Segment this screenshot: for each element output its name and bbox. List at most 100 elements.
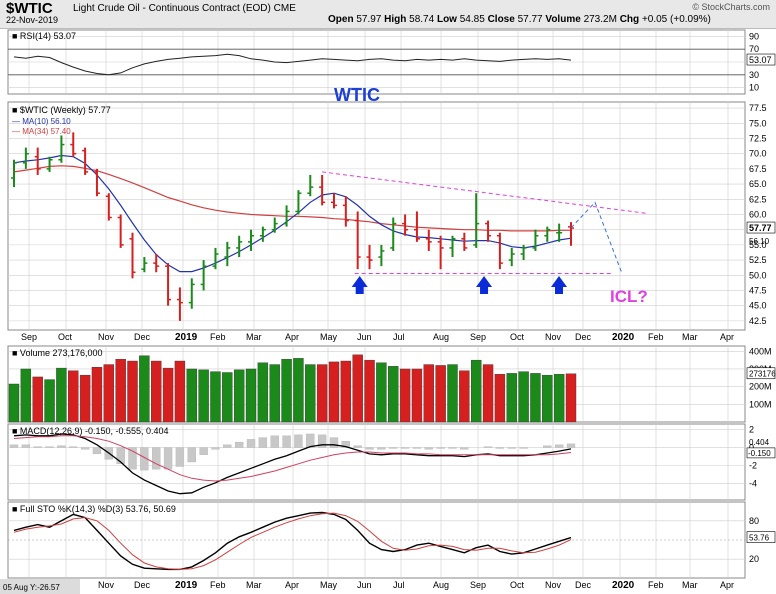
rsi-tick-label: 10 (749, 83, 759, 93)
x-axis-label-bottom: 2020 (612, 580, 635, 591)
volume-legend: ■ Volume 273,176,000 (12, 348, 103, 358)
volume-bar (198, 369, 209, 423)
macd-histogram-bar (554, 444, 564, 448)
volume-tick-label: 100M (749, 399, 772, 409)
price-tick-label: 62.5 (749, 194, 767, 204)
x-axis-label: Oct (510, 332, 525, 342)
macd-histogram-bar (199, 447, 208, 455)
volume-bar (542, 374, 553, 423)
macd-tick-label: 2 (749, 424, 754, 434)
volume-bar (423, 364, 434, 423)
x-axis-label-bottom: Jul (393, 580, 405, 590)
sto-tick-label: 80 (749, 516, 759, 526)
low-arrow-icon (476, 276, 493, 294)
rsi-last-box (746, 53, 776, 66)
volume-bar (470, 359, 482, 423)
rsi-tick-label: 90 (749, 31, 759, 41)
volume-bar (506, 373, 517, 423)
volume-bar (174, 360, 186, 423)
rsi-tick-label: 30 (749, 70, 759, 80)
x-axis-label: Jun (357, 332, 372, 342)
macd-histogram-bar (282, 435, 291, 448)
price-last-box (746, 221, 776, 234)
x-axis-label: Sep (470, 332, 486, 342)
macd-histogram-bar (140, 447, 149, 471)
volume-bar (32, 376, 43, 423)
price-tick-label: 45.0 (749, 301, 767, 311)
x-axis-label: Nov (98, 332, 115, 342)
price-panel (7, 101, 746, 331)
price-tick-label: 60.0 (749, 209, 767, 219)
macd-histogram-bar (69, 446, 78, 448)
volume-bar (376, 362, 387, 423)
macd-histogram-bar (235, 441, 244, 448)
sto-k-line (13, 511, 572, 571)
volume-bar (115, 359, 126, 423)
volume-bar (281, 359, 292, 423)
volume-bar (139, 355, 150, 423)
ma10-legend: — MA(10) 56.10 (12, 117, 71, 126)
macd-tick-label: -4 (749, 479, 757, 489)
volume-bar (20, 368, 32, 423)
x-axis-label: May (320, 332, 338, 342)
cursor-readout-box (0, 579, 80, 594)
macd-histogram-bar (258, 437, 268, 448)
macd-histogram-bar (270, 435, 279, 448)
x-axis-label-bottom: Nov (545, 580, 562, 590)
price-tick-label: 47.5 (749, 285, 767, 295)
volume-bar (388, 366, 399, 423)
x-axis-label-bottom: Apr (285, 580, 299, 590)
macd-histogram-bar (460, 447, 469, 450)
volume-bar (364, 359, 375, 423)
price-tick-label: 52.5 (749, 255, 767, 265)
x-axis-label-bottom: Oct (510, 580, 525, 590)
macd-last-value: -0.150 (748, 449, 771, 458)
sto-d-line (13, 512, 572, 570)
volume-bar (44, 379, 55, 423)
low-arrow-icon (351, 276, 368, 294)
volume-tick-label: 200M (749, 382, 772, 392)
date-label: 22-Nov-2019 (6, 15, 59, 25)
volume-bar (8, 383, 20, 423)
price-legend: ■ $WTIC (Weekly) 57.77 (12, 105, 111, 115)
volume-bar (316, 364, 328, 423)
volume-bar (91, 367, 103, 423)
rsi-tick-label: 70 (749, 44, 759, 54)
macd-histogram-bar (389, 447, 398, 449)
macd-histogram-bar (294, 434, 303, 448)
x-axis-label-bottom: 2019 (175, 580, 198, 591)
wtic-watermark: WTIC (334, 85, 380, 105)
x-axis-label: 2020 (612, 332, 635, 343)
x-axis-label-bottom: Mar (682, 580, 698, 590)
chart-header: $WTIC Light Crude Oil - Continuous Contr… (0, 0, 776, 29)
volume-bar (245, 368, 257, 423)
macd-histogram-bar (116, 447, 125, 464)
macd-histogram-bar (152, 447, 161, 470)
symbol-label: $WTIC (6, 0, 53, 17)
downtrend-line (322, 171, 647, 214)
volume-last-box (746, 367, 776, 380)
volume-bar (269, 364, 280, 423)
macd-histogram-bar (246, 439, 256, 448)
macd-histogram-bar (365, 447, 374, 450)
macd-histogram-bar (543, 445, 552, 448)
ma34-legend: — MA(34) 57.40 (12, 127, 71, 136)
macd-histogram-bar (424, 447, 433, 450)
macd-tick-label: -2 (749, 461, 757, 471)
volume-bar (79, 374, 91, 423)
macd-histogram-bar (92, 447, 102, 455)
macd-histogram-bar (128, 447, 137, 470)
macd-histogram-bar (187, 447, 196, 463)
x-axis-label: Dec (134, 332, 151, 342)
macd-hist-value: 0.404 (749, 438, 770, 447)
ma34-line (13, 165, 571, 232)
macd-histogram-bar (400, 447, 410, 449)
macd-histogram-bar (223, 444, 232, 448)
x-axis-label-bottom: Apr (720, 580, 734, 590)
volume-bar (328, 361, 340, 423)
ma10-last-value: 56.10 (749, 237, 770, 246)
volume-bar (553, 374, 565, 423)
volume-bar (257, 362, 269, 423)
volume-bar (103, 364, 115, 423)
